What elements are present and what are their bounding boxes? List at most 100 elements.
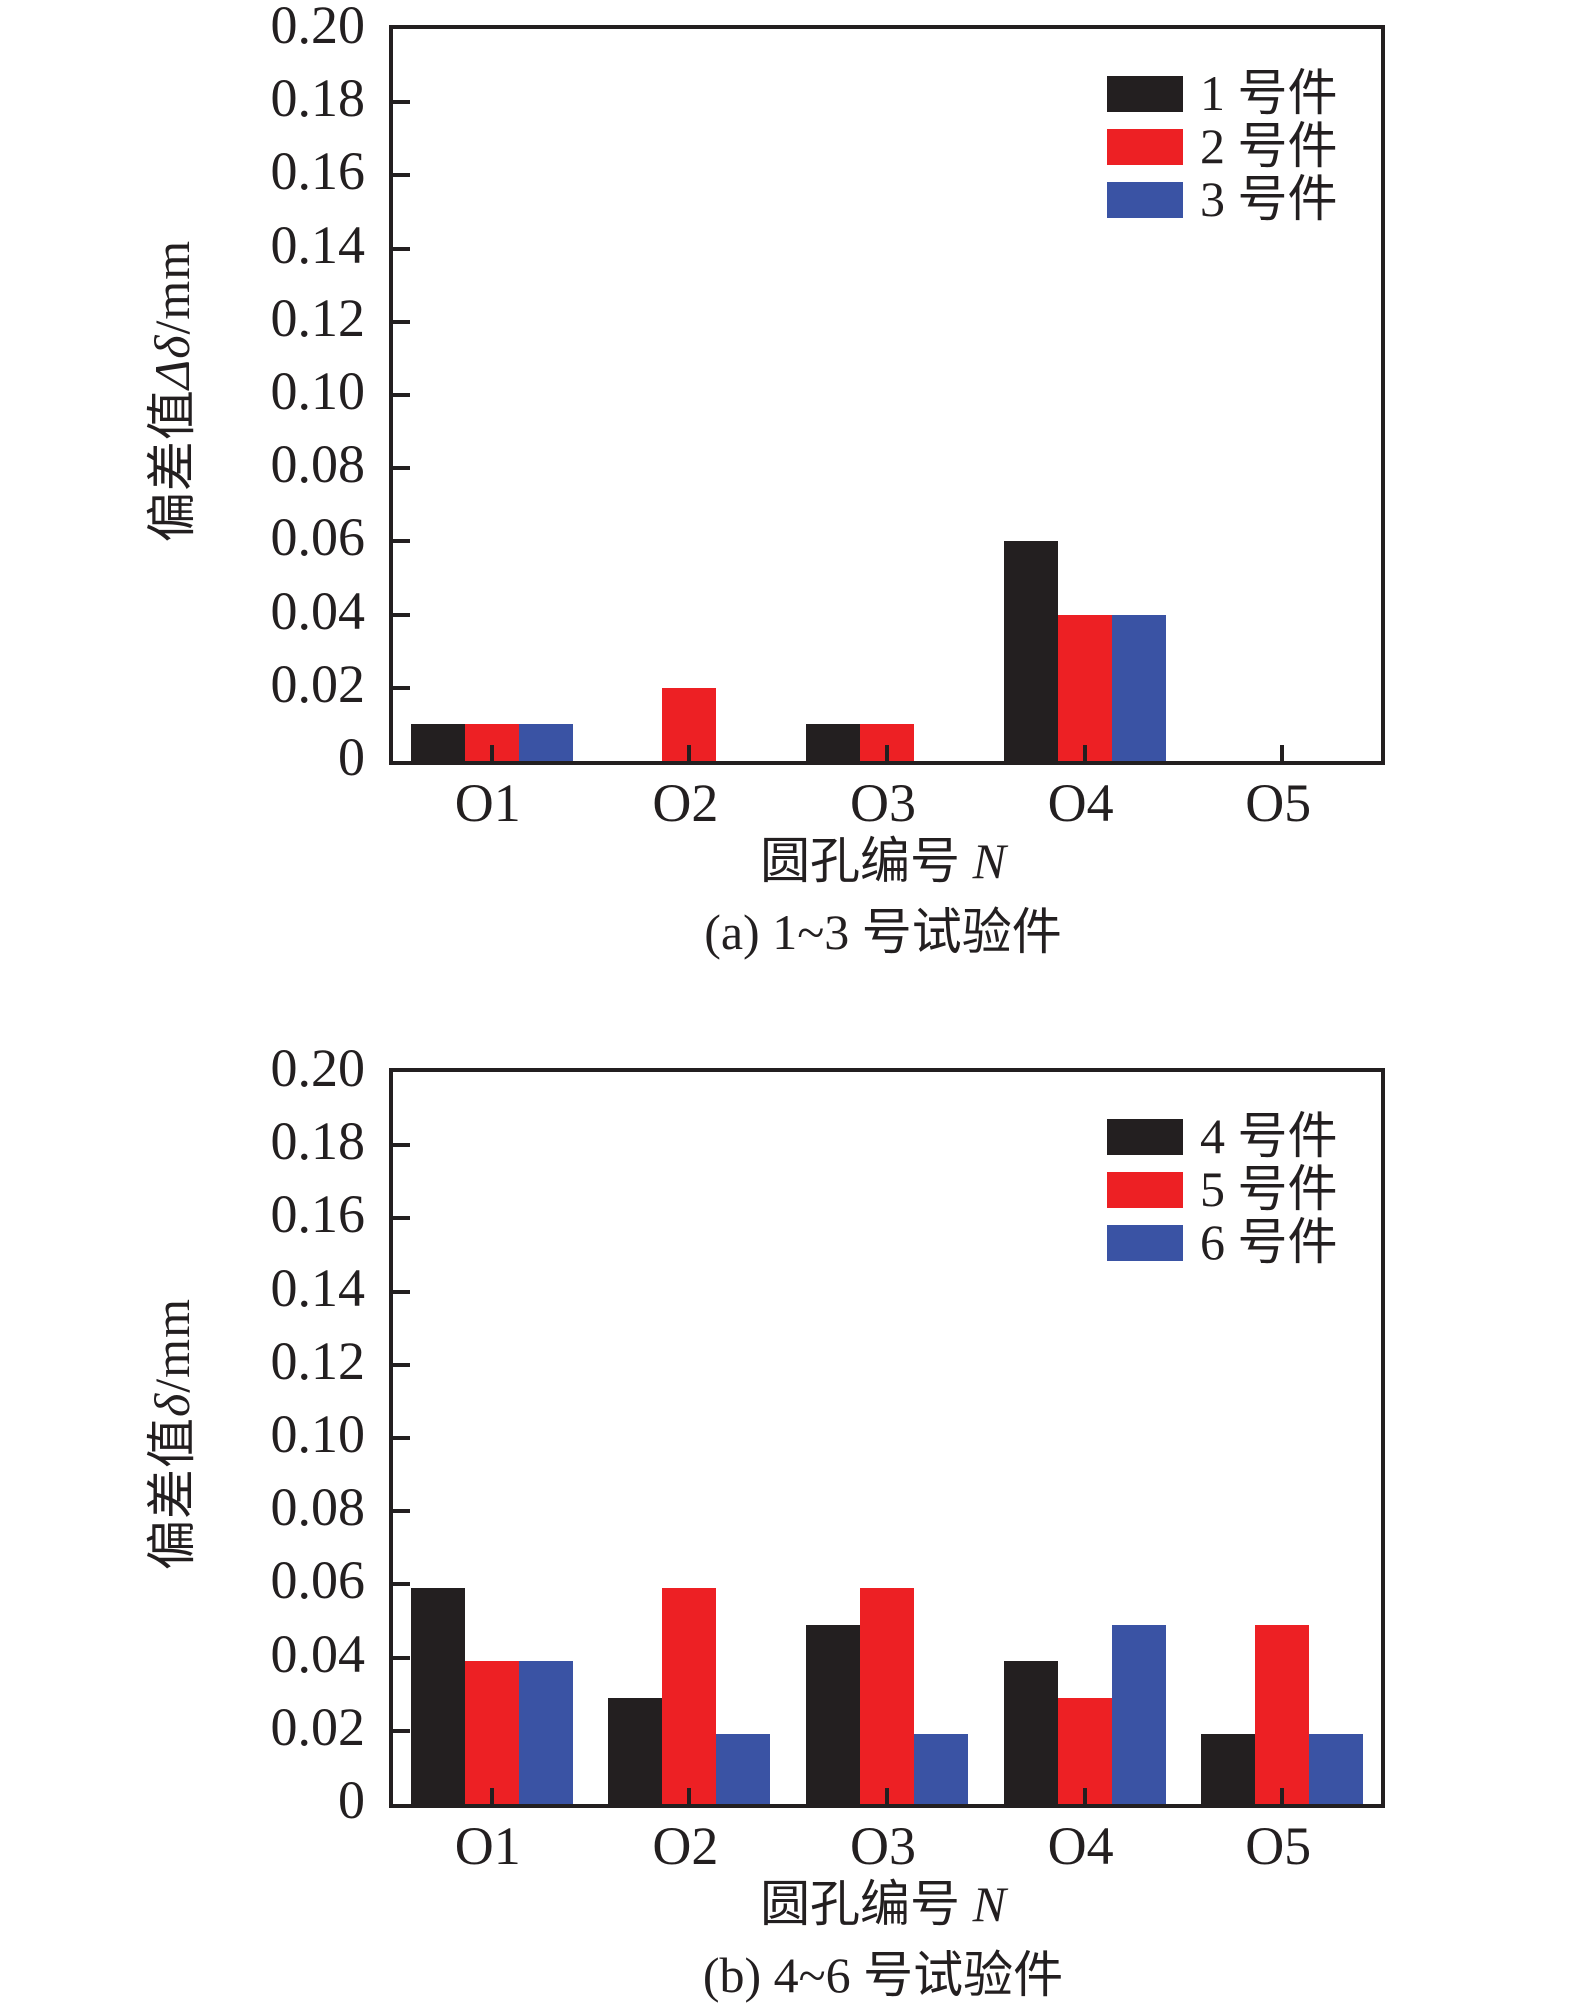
caption-a: (a) 1~3 号试验件 xyxy=(704,904,1062,960)
bar-O1-6号件 xyxy=(518,1661,573,1804)
y-tick-label: 0.12 xyxy=(270,287,366,348)
bar-O1-4号件 xyxy=(410,1588,465,1804)
y-tick-mark xyxy=(393,393,410,397)
y-tick-mark xyxy=(393,1509,410,1514)
bar-O4-2号件 xyxy=(1057,614,1112,761)
x-tick-mark xyxy=(687,1788,692,1804)
legend-swatch-black xyxy=(1107,75,1183,112)
x-tick-mark xyxy=(1082,745,1087,761)
legend-item: 2 号件 xyxy=(1107,120,1338,173)
chart-a: 偏差值Δδ/mm 1 号件 2 号件 3 号件 圆孔编号 N (a) 1~3 号… xyxy=(144,0,1385,960)
y-tick-mark xyxy=(393,246,410,251)
y-tick-mark xyxy=(393,1362,410,1367)
y-tick-mark xyxy=(393,539,410,544)
x-category-label: O5 xyxy=(1245,1816,1312,1876)
y-tick-mark xyxy=(393,100,410,105)
legend-label: 5 号件 xyxy=(1200,1161,1338,1217)
x-category-label: O4 xyxy=(1047,1816,1114,1876)
x-tick-mark xyxy=(489,1788,494,1804)
y-tick-mark xyxy=(393,1289,410,1294)
y-tick-label: 0.16 xyxy=(270,1184,366,1245)
legend-swatch-red xyxy=(1107,128,1183,165)
legend-a: 1 号件 2 号件 3 号件 xyxy=(1107,67,1338,226)
chart-b: 偏差值δ/mm 4 号件 5 号件 6 号件 圆孔编号 N (b) 4~6 号试… xyxy=(0,1038,1575,2010)
x-category-label: O5 xyxy=(1245,773,1312,833)
bar-O1-3号件 xyxy=(518,724,573,761)
y-tick-mark xyxy=(393,1582,410,1587)
x-axis-symbol: N xyxy=(972,1876,1006,1932)
bar-O4-3号件 xyxy=(1111,614,1166,761)
x-tick-mark xyxy=(885,745,889,761)
y-tick-label: 0.06 xyxy=(270,507,366,568)
legend-label: 6 号件 xyxy=(1200,1214,1338,1270)
x-tick-mark xyxy=(1280,1788,1285,1804)
x-axis-title-b: 圆孔编号 N xyxy=(389,1876,1377,1932)
y-tick-label: 0.02 xyxy=(270,653,366,714)
legend-item: 5 号件 xyxy=(1107,1163,1338,1216)
legend-label: 2 号件 xyxy=(1200,118,1338,174)
bar-O3-1号件 xyxy=(806,724,860,761)
y-tick-label: 0.08 xyxy=(270,434,366,495)
bar-O2-5号件 xyxy=(662,1588,717,1804)
x-tick-mark xyxy=(1082,1788,1087,1804)
bar-O4-1号件 xyxy=(1003,541,1058,761)
bar-O2-6号件 xyxy=(716,1734,771,1804)
x-axis-title-prefix: 圆孔编号 xyxy=(760,1876,973,1932)
y-tick-label: 0.10 xyxy=(270,1404,366,1464)
x-axis-title-prefix: 圆孔编号 xyxy=(760,833,973,889)
y-tick-label: 0.04 xyxy=(270,580,366,641)
legend-item: 3 号件 xyxy=(1107,173,1338,226)
bar-O5-4号件 xyxy=(1201,1734,1256,1804)
y-tick-mark xyxy=(393,1216,410,1221)
y-tick-mark xyxy=(393,612,410,617)
x-category-label: O4 xyxy=(1047,773,1114,833)
bar-O4-6号件 xyxy=(1111,1624,1166,1804)
y-tick-label: 0.18 xyxy=(270,68,366,129)
bar-O3-5号件 xyxy=(860,1588,914,1804)
plot-area-b xyxy=(389,1068,1385,1808)
legend-swatch-blue xyxy=(1107,1224,1183,1261)
legend-item: 6 号件 xyxy=(1107,1216,1338,1269)
y-tick-label: 0.06 xyxy=(270,1550,366,1611)
legend-b: 4 号件 5 号件 6 号件 xyxy=(1107,1110,1338,1269)
y-tick-label: 0.14 xyxy=(270,214,366,275)
bar-O5-5号件 xyxy=(1255,1624,1310,1804)
y-tick-label: 0 xyxy=(338,1770,365,1830)
y-tick-mark xyxy=(393,173,410,178)
x-category-label: O1 xyxy=(454,773,521,833)
y-tick-label: 0.04 xyxy=(270,1623,366,1684)
caption-b: (b) 4~6 号试验件 xyxy=(702,1947,1064,2003)
legend-label: 4 号件 xyxy=(1200,1108,1338,1164)
x-axis-title-a: 圆孔编号 N xyxy=(389,833,1377,889)
legend-item: 4 号件 xyxy=(1107,1110,1338,1163)
y-tick-mark xyxy=(393,1436,410,1440)
x-category-label: O3 xyxy=(850,773,916,833)
x-tick-mark xyxy=(885,1788,889,1804)
y-tick-label: 0.12 xyxy=(270,1330,366,1391)
y-tick-mark xyxy=(393,319,410,324)
legend-label: 1 号件 xyxy=(1200,65,1338,121)
x-category-label: O2 xyxy=(652,1816,719,1876)
y-tick-label: 0.08 xyxy=(270,1477,366,1538)
x-tick-mark xyxy=(687,745,692,761)
bar-O5-6号件 xyxy=(1309,1734,1364,1804)
bar-O4-4号件 xyxy=(1003,1661,1058,1804)
bar-O2-4号件 xyxy=(608,1697,663,1804)
x-tick-mark xyxy=(489,745,494,761)
y-tick-label: 0.16 xyxy=(270,141,366,202)
bar-O3-4号件 xyxy=(806,1624,860,1804)
legend-item: 1 号件 xyxy=(1107,67,1338,120)
y-tick-mark xyxy=(393,1143,410,1148)
legend-swatch-blue xyxy=(1107,181,1183,218)
bar-O1-1号件 xyxy=(410,724,465,761)
y-tick-label: 0 xyxy=(338,727,365,787)
x-axis-symbol: N xyxy=(972,833,1006,889)
y-tick-label: 0.02 xyxy=(270,1696,366,1757)
x-category-label: O2 xyxy=(652,773,719,833)
x-category-label: O1 xyxy=(454,1816,521,1876)
legend-swatch-red xyxy=(1107,1171,1183,1208)
y-tick-mark xyxy=(393,1655,410,1660)
y-tick-mark xyxy=(393,685,410,690)
bar-O1-5号件 xyxy=(464,1661,519,1804)
